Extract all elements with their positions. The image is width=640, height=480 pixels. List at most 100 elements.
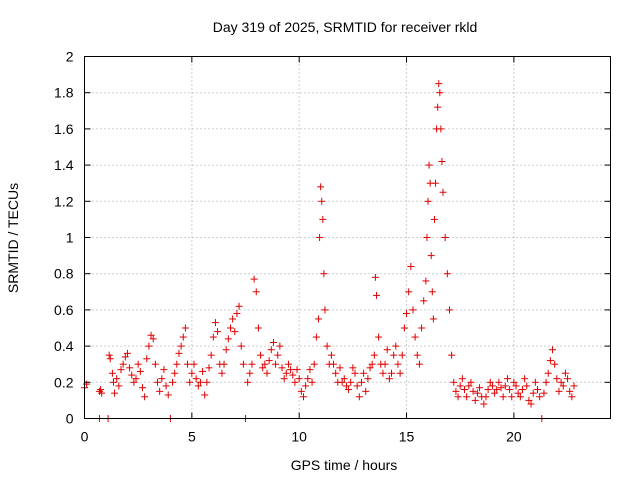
data-point xyxy=(126,364,134,372)
y-tick-label: 0.8 xyxy=(54,266,74,282)
data-point xyxy=(379,369,387,377)
data-point xyxy=(531,378,539,386)
data-point xyxy=(257,351,265,359)
data-point xyxy=(141,393,149,401)
y-tick-label: 1.8 xyxy=(54,85,74,101)
data-point xyxy=(506,386,514,394)
data-point xyxy=(418,324,426,332)
plot-frame xyxy=(84,56,611,419)
data-point xyxy=(111,389,119,397)
data-point xyxy=(396,369,404,377)
data-point xyxy=(199,367,207,375)
data-point xyxy=(415,360,423,368)
data-point xyxy=(269,338,277,346)
data-point xyxy=(497,384,505,392)
data-point xyxy=(312,333,320,341)
data-point xyxy=(540,389,548,397)
data-point xyxy=(156,387,164,395)
data-point xyxy=(302,382,310,390)
y-tick-label: 0.2 xyxy=(54,374,74,390)
data-point xyxy=(435,80,443,88)
data-point xyxy=(555,387,563,395)
data-point xyxy=(436,89,444,97)
data-point xyxy=(514,389,522,397)
data-point xyxy=(523,382,531,390)
y-tick-label: 1.6 xyxy=(54,121,74,137)
data-point xyxy=(121,353,129,361)
data-point xyxy=(162,382,170,390)
data-point xyxy=(360,369,368,377)
data-point xyxy=(145,342,153,350)
data-point xyxy=(452,387,460,395)
data-point xyxy=(439,188,447,196)
data-point xyxy=(430,215,438,223)
data-point xyxy=(437,125,445,133)
data-point xyxy=(411,333,419,341)
data-point xyxy=(409,306,417,314)
data-point xyxy=(330,360,338,368)
data-point xyxy=(123,349,131,357)
y-axis-label: SRMTID / TECUs xyxy=(5,183,21,293)
data-point xyxy=(259,364,267,372)
data-point xyxy=(211,319,219,327)
data-point xyxy=(179,333,187,341)
data-point xyxy=(551,360,559,368)
data-point xyxy=(383,346,391,354)
data-point xyxy=(527,400,535,408)
data-point xyxy=(456,382,464,390)
data-point xyxy=(394,360,402,368)
data-point xyxy=(98,389,106,397)
data-point xyxy=(201,391,209,399)
data-point xyxy=(525,396,533,404)
data-point xyxy=(261,360,269,368)
y-tick-label: 1.4 xyxy=(54,157,74,173)
x-axis-label: GPS time / hours xyxy=(291,457,398,473)
data-point xyxy=(177,342,185,350)
y-tick-label: 0.4 xyxy=(54,338,74,354)
data-point xyxy=(503,375,511,383)
data-point xyxy=(284,360,292,368)
y-tick-label: 1 xyxy=(66,230,74,246)
data-point xyxy=(246,369,254,377)
data-point xyxy=(109,378,117,386)
data-point xyxy=(158,375,166,383)
data-point xyxy=(280,375,288,383)
data-point xyxy=(559,382,567,390)
data-point xyxy=(274,351,282,359)
y-tick-label: 0.6 xyxy=(54,302,74,318)
data-point xyxy=(160,366,168,374)
data-point xyxy=(267,346,275,354)
data-point xyxy=(196,378,204,386)
y-tick-label: 0 xyxy=(66,411,74,427)
data-point xyxy=(338,378,346,386)
data-point xyxy=(287,366,295,374)
grid xyxy=(84,56,611,419)
data-point xyxy=(265,357,273,365)
data-point xyxy=(488,382,496,390)
data-point xyxy=(239,360,247,368)
data-point xyxy=(362,387,370,395)
data-point xyxy=(248,360,256,368)
data-point xyxy=(113,375,121,383)
data-point xyxy=(347,378,355,386)
data-point xyxy=(448,351,456,359)
data-point xyxy=(149,335,157,343)
data-point xyxy=(355,393,363,401)
data-point xyxy=(385,375,393,383)
data-point xyxy=(143,355,151,363)
data-points xyxy=(81,80,578,422)
data-point xyxy=(438,157,446,165)
data-point xyxy=(205,364,213,372)
data-point xyxy=(297,387,305,395)
data-point xyxy=(510,378,518,386)
data-point xyxy=(203,378,211,386)
data-point xyxy=(97,386,105,394)
data-point xyxy=(175,349,183,357)
data-point xyxy=(400,324,408,332)
data-point xyxy=(130,378,138,386)
data-point xyxy=(188,369,196,377)
data-point xyxy=(295,375,303,383)
data-point xyxy=(370,351,378,359)
data-point xyxy=(564,375,572,383)
